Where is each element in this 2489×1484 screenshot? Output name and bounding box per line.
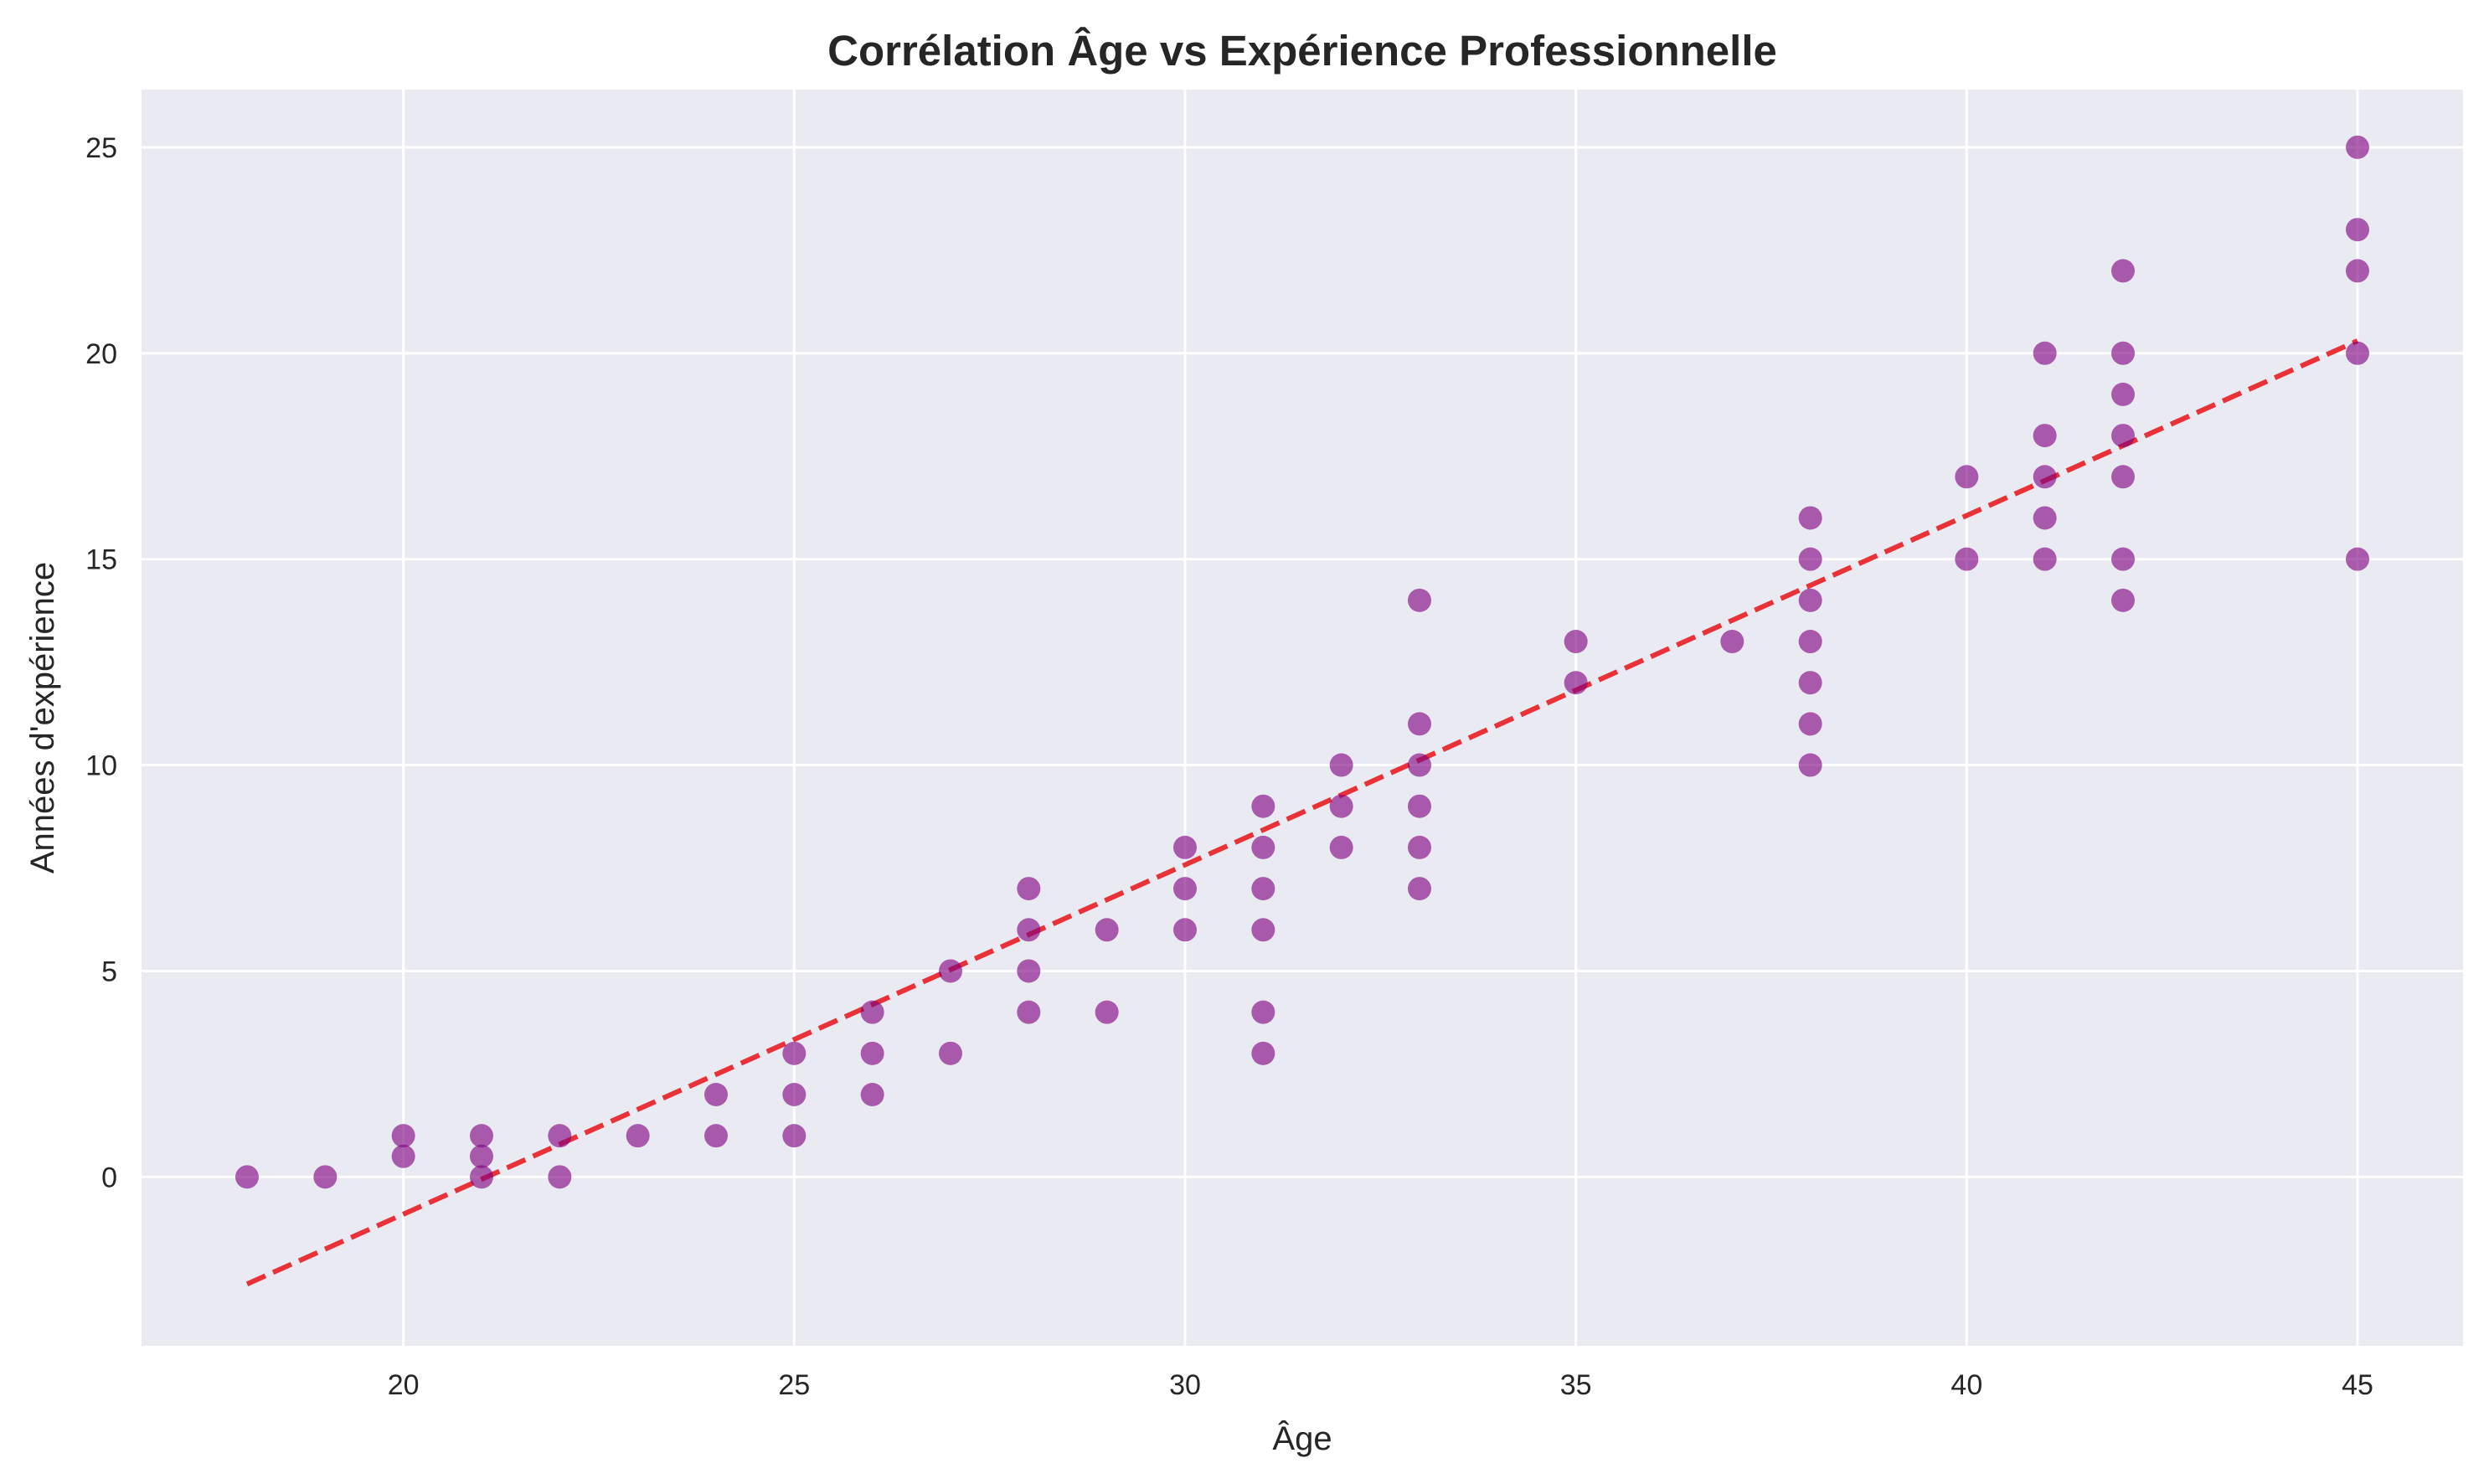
data-point [391, 1144, 415, 1168]
chart-title: Corrélation Âge vs Expérience Profession… [827, 26, 1777, 75]
data-point [391, 1124, 415, 1148]
data-point [1251, 918, 1275, 942]
data-point [1017, 959, 1041, 983]
data-point [235, 1165, 259, 1189]
data-point [2033, 465, 2057, 489]
data-point [1329, 835, 1353, 859]
data-point [1798, 712, 1822, 736]
data-point [860, 1000, 884, 1024]
data-point [313, 1165, 338, 1189]
y-tick-label: 20 [85, 338, 117, 370]
data-point [1095, 1000, 1119, 1024]
data-point [2346, 218, 2369, 242]
data-point [1017, 1000, 1041, 1024]
data-point [1251, 877, 1275, 901]
x-axis-label: Âge [1272, 1420, 1332, 1457]
data-point [1564, 630, 1588, 654]
data-point [1329, 753, 1353, 777]
data-point [1798, 753, 1822, 777]
data-point [782, 1124, 806, 1148]
data-point [1173, 835, 1197, 859]
data-point [2111, 588, 2135, 612]
data-point [860, 1083, 884, 1106]
data-point [470, 1124, 493, 1148]
data-point [1251, 835, 1275, 859]
data-point [2346, 547, 2369, 571]
data-point [939, 1041, 962, 1065]
data-point [704, 1124, 728, 1148]
data-point [470, 1165, 493, 1189]
data-point [1408, 588, 1431, 612]
data-point [1798, 547, 1822, 571]
data-points [235, 135, 2369, 1189]
y-tick-labels: 0 5 10 15 20 25 [85, 132, 117, 1194]
x-tick-label: 40 [1950, 1369, 1982, 1401]
plot-background [142, 90, 2463, 1346]
x-tick-label: 20 [388, 1369, 420, 1401]
data-point [704, 1083, 728, 1106]
data-point [1798, 588, 1822, 612]
y-tick-label: 15 [85, 544, 117, 576]
data-point [1720, 630, 1744, 654]
data-point [1408, 877, 1431, 901]
data-point [1408, 794, 1431, 818]
data-point [1251, 1000, 1275, 1024]
data-point [2033, 547, 2057, 571]
data-point [1408, 835, 1431, 859]
data-point [548, 1124, 572, 1148]
data-point [1017, 877, 1041, 901]
data-point [1798, 630, 1822, 654]
data-point [782, 1041, 806, 1065]
data-point [2111, 465, 2135, 489]
data-point [548, 1165, 572, 1189]
data-point [860, 1041, 884, 1065]
data-point [2111, 341, 2135, 365]
trend-line-layer [245, 338, 2359, 1286]
grid-lines [142, 90, 2463, 1346]
data-point [1095, 918, 1119, 942]
data-point [1329, 794, 1353, 818]
y-tick-label: 10 [85, 750, 117, 782]
data-point [1408, 712, 1431, 736]
data-point [1564, 671, 1588, 695]
data-point [1408, 753, 1431, 777]
x-tick-label: 45 [2342, 1369, 2373, 1401]
data-point [626, 1124, 650, 1148]
data-point [1017, 918, 1041, 942]
y-tick-label: 5 [101, 956, 117, 987]
trend-line [245, 338, 2359, 1286]
data-point [1798, 671, 1822, 695]
x-tick-label: 25 [778, 1369, 810, 1401]
x-tick-label: 30 [1169, 1369, 1201, 1401]
data-point [2111, 259, 2135, 283]
x-tick-label: 35 [1560, 1369, 1592, 1401]
data-point [2346, 259, 2369, 283]
data-point [1955, 465, 1979, 489]
data-point [1798, 506, 1822, 530]
data-point [470, 1144, 493, 1168]
data-point [2111, 547, 2135, 571]
data-point [2033, 341, 2057, 365]
data-point [1251, 1041, 1275, 1065]
y-tick-label: 25 [85, 132, 117, 164]
data-point [782, 1083, 806, 1106]
data-point [939, 959, 962, 983]
data-point [1955, 547, 1979, 571]
data-point [1173, 877, 1197, 901]
data-point [2033, 506, 2057, 530]
x-tick-labels: 20 25 30 35 40 45 [388, 1369, 2373, 1401]
data-point [2346, 135, 2369, 159]
data-point [1251, 794, 1275, 818]
data-point [1173, 918, 1197, 942]
y-tick-label: 0 [101, 1162, 117, 1193]
data-point [2111, 424, 2135, 448]
data-point [2346, 341, 2369, 365]
data-point [2033, 424, 2057, 448]
data-point [2111, 382, 2135, 406]
y-axis-label: Années d'expérience [24, 562, 61, 873]
